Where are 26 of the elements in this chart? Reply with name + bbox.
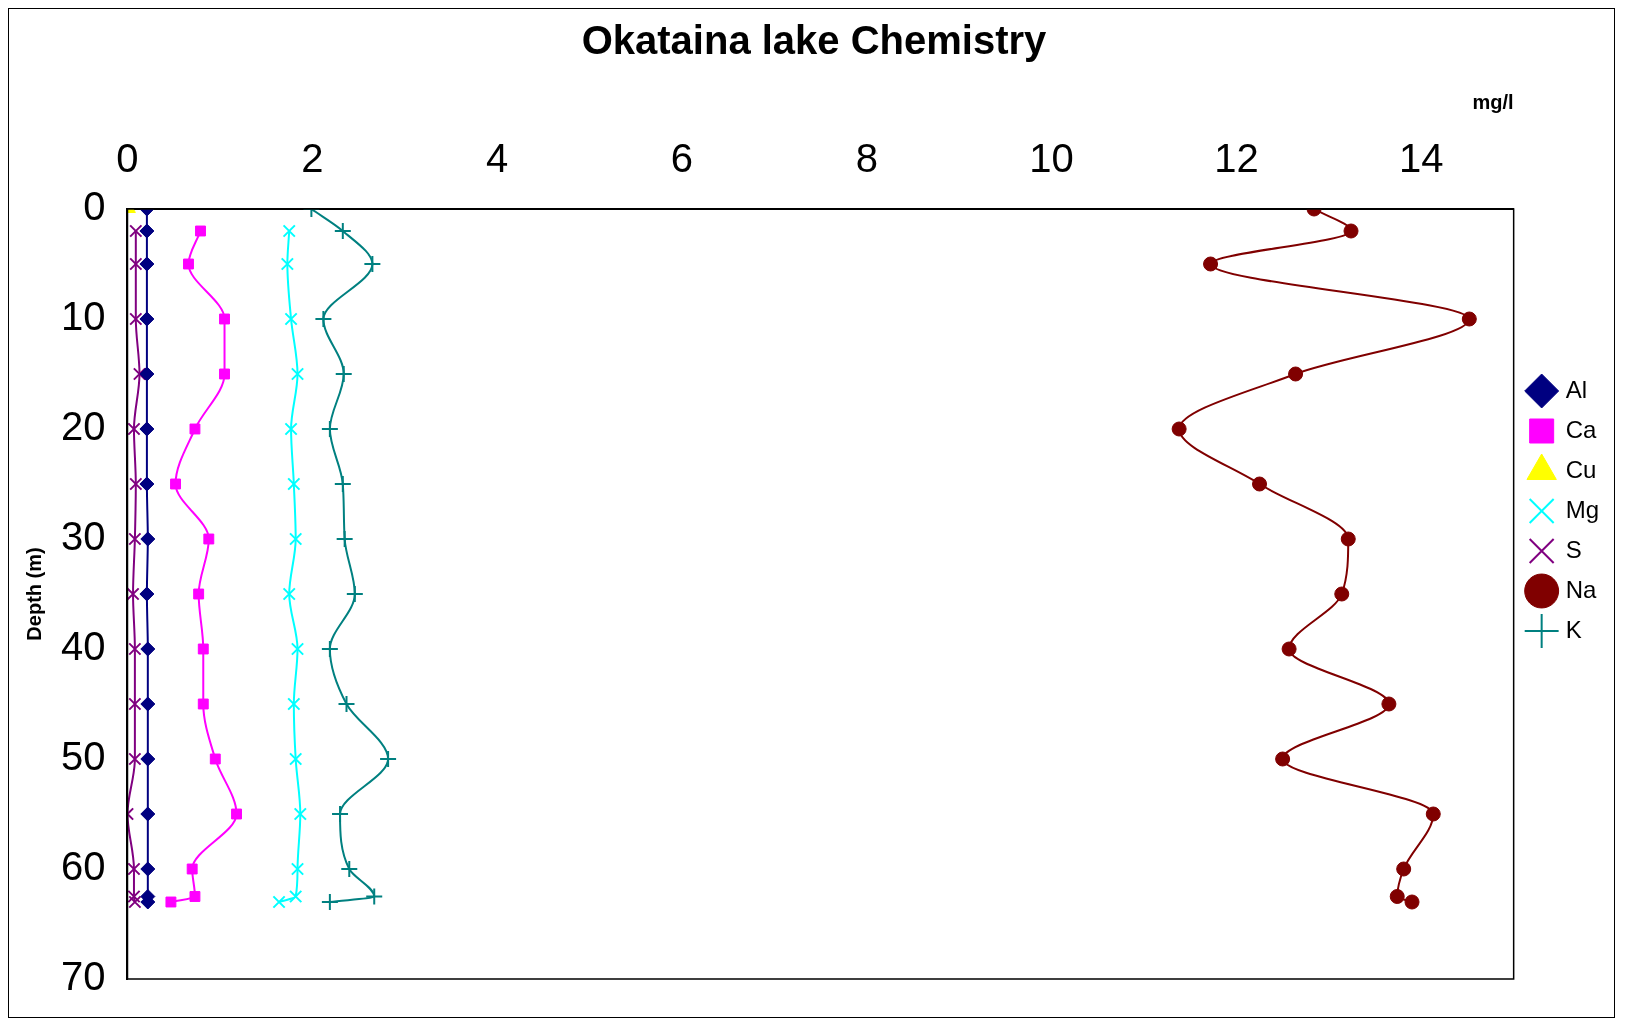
x-tick-label: 2 [301,136,324,181]
y-tick-label: 50 [60,734,106,779]
legend-label: Al [1565,375,1587,403]
legend-label: Ca [1565,415,1597,443]
y-tick-label: 60 [60,844,106,889]
x-axis-title: mg/l [1472,90,1514,113]
y-tick-label: 0 [83,184,106,229]
x-tick-label: 8 [855,136,878,181]
legend-label: S [1565,535,1582,563]
y-axis-title: Depth (m) [22,547,45,641]
legend-label: Na [1565,575,1597,603]
legend-label: K [1565,615,1582,643]
y-tick-label: 30 [60,514,106,559]
x-tick-label: 12 [1214,136,1259,181]
x-tick-label: 10 [1029,136,1074,181]
x-tick-label: 14 [1399,136,1444,181]
x-tick-label: 4 [486,136,509,181]
y-tick-label: 20 [60,404,106,449]
y-tick-label: 70 [60,954,106,999]
legend-label: Cu [1565,455,1597,483]
y-tick-label: 40 [60,624,106,669]
x-tick-label: 0 [116,136,139,181]
y-tick-label: 10 [60,294,106,339]
chart-title: Okataina lake Chemistry [581,18,1048,63]
x-tick-label: 6 [670,136,694,181]
legend-label: Mg [1565,495,1599,523]
